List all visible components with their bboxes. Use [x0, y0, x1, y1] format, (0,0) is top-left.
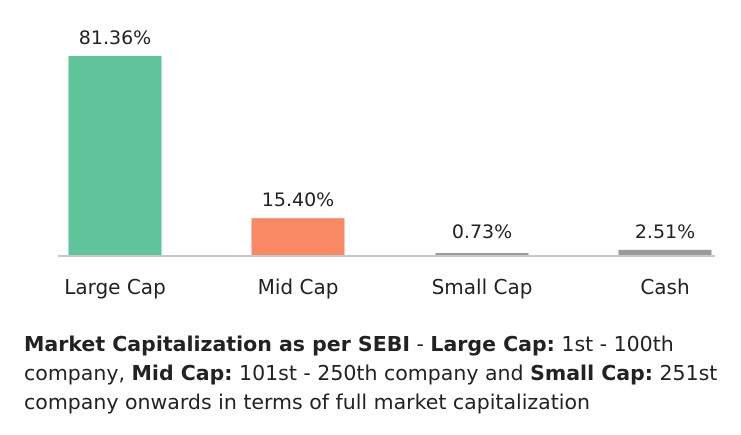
footnote-heading: Market Capitalization as per SEBI — [24, 332, 410, 356]
footnote-mid-cap-label: Mid Cap: — [131, 361, 233, 385]
footnote-text-1: - — [409, 332, 431, 356]
value-label-cash: 2.51% — [635, 221, 695, 243]
value-label-large-cap: 81.36% — [79, 27, 151, 49]
category-labels-group: Large Cap Mid Cap Small Cap Cash — [64, 275, 689, 299]
category-label-cash: Cash — [640, 275, 689, 299]
footnote-text-2: 1st - 100th company, — [24, 332, 674, 385]
bar-large-cap — [68, 56, 162, 256]
category-label-mid-cap: Mid Cap — [258, 275, 339, 299]
footnote-large-cap-label: Large Cap: — [430, 332, 555, 356]
value-label-small-cap: 0.73% — [452, 221, 512, 243]
category-label-small-cap: Small Cap — [432, 275, 533, 299]
bar-small-cap — [435, 253, 529, 256]
bar-cash — [618, 249, 712, 256]
value-labels-group: 81.36% 15.40% 0.73% 2.51% — [79, 27, 695, 243]
bar-mid-cap — [251, 218, 345, 256]
category-label-large-cap: Large Cap — [64, 275, 166, 299]
bars-group — [68, 56, 712, 256]
footnote-text-4: 251st company onwards in terms of full m… — [24, 361, 718, 414]
value-label-mid-cap: 15.40% — [262, 189, 334, 211]
footnote-small-cap-label: Small Cap: — [530, 361, 653, 385]
market-cap-bar-chart: 81.36% 15.40% 0.73% 2.51% Large Cap Mid Cap S… — [58, 27, 715, 299]
footnote-text-3: 101st - 250th company and — [232, 361, 531, 385]
footnote: Market Capitalization as per SEBI - Larg… — [24, 330, 729, 417]
